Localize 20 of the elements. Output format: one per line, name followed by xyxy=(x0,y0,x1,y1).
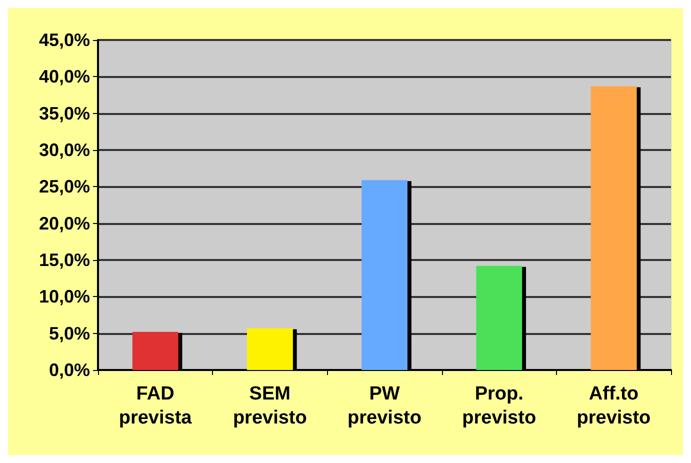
y-tick-label: 35,0% xyxy=(38,103,90,124)
y-tick-label: 20,0% xyxy=(38,213,90,234)
bar xyxy=(362,180,408,370)
y-tick-label: 0,0% xyxy=(48,360,90,380)
y-tick-label: 15,0% xyxy=(38,250,90,270)
bar xyxy=(590,86,637,370)
x-tick-label: Prop. previsto xyxy=(462,384,536,428)
y-tick-label: 10,0% xyxy=(38,286,90,307)
x-tick-label: PW previsto xyxy=(348,384,422,428)
bar xyxy=(132,332,178,370)
x-tick-label: FAD prevista xyxy=(118,384,192,428)
y-tick-label: 25,0% xyxy=(38,176,90,197)
x-tick-label: SEM previsto xyxy=(232,384,307,428)
x-tick-label: Aff.to previsto xyxy=(576,384,651,428)
y-tick-label: 45,0% xyxy=(38,30,90,50)
bar xyxy=(246,328,293,370)
y-tick-label: 5,0% xyxy=(48,323,90,344)
y-tick-label: 30,0% xyxy=(38,140,90,160)
bar xyxy=(476,266,522,370)
y-tick-label: 40,0% xyxy=(38,66,90,87)
